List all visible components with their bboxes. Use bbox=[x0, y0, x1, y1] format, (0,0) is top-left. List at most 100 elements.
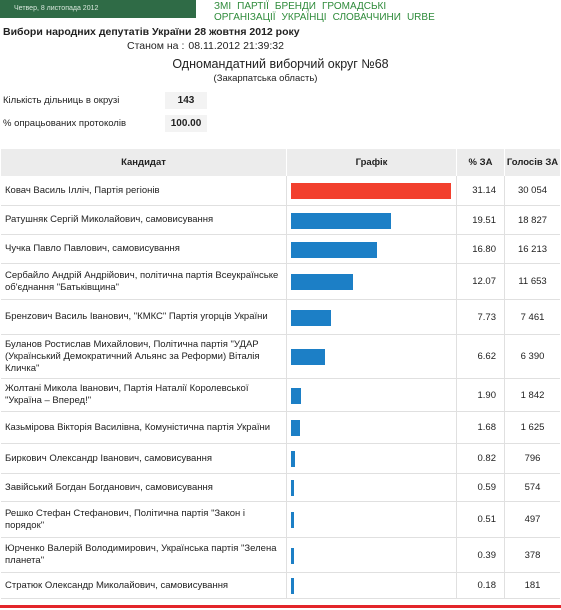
candidate-name: Чучка Павло Павлович, самовисування bbox=[5, 243, 180, 254]
candidate-name: Бренzович Василь Іванович, "КМКС" Партія… bbox=[5, 311, 268, 322]
table-row: Решко Стефан Стефанович, Політична парті… bbox=[1, 502, 560, 538]
status-label: Станом на : bbox=[127, 40, 185, 52]
nav-link-brands[interactable]: БРЕНДИ bbox=[274, 1, 316, 12]
votes-value: 11 653 bbox=[504, 264, 560, 299]
votes-value: 6 390 bbox=[504, 335, 560, 378]
votes-value: 16 213 bbox=[504, 235, 560, 263]
table-row: Чучка Павло Павлович, самовисування 16.80… bbox=[1, 235, 560, 264]
votes-value: 181 bbox=[504, 573, 560, 598]
graph-cell bbox=[286, 573, 456, 598]
percent-value: 1.90 bbox=[456, 379, 504, 411]
district-region: (Закарпатська область) bbox=[213, 73, 318, 84]
candidate-name: Ковач Василь Ілліч, Партія регіонів bbox=[5, 184, 160, 196]
table-row: Стратюк Олександр Миколайович, самовисув… bbox=[1, 573, 560, 599]
graph-cell bbox=[286, 176, 456, 205]
percent-value: 12.07 bbox=[456, 264, 504, 299]
votes-value: 497 bbox=[504, 502, 560, 537]
table-row: Ковач Василь Ілліч, Партія регіонів 31.14… bbox=[1, 176, 560, 206]
percent-value: 0.18 bbox=[456, 573, 504, 598]
votes-value: 30 054 bbox=[504, 176, 560, 205]
votes-value: 1 842 bbox=[504, 379, 560, 411]
vote-bar bbox=[291, 420, 300, 436]
graph-cell bbox=[286, 335, 456, 378]
graph-cell bbox=[286, 412, 456, 443]
page-title: Вибори народних депутатів України 28 жов… bbox=[3, 26, 300, 38]
votes-value: 1 625 bbox=[504, 412, 560, 443]
percent-value: 31.14 bbox=[456, 176, 504, 205]
nav-link-civic-orgs[interactable]: ГРОМАДСЬКІ ОРГАНІЗАЦІЇ bbox=[214, 1, 387, 23]
graph-cell bbox=[286, 300, 456, 334]
vote-bar bbox=[291, 242, 377, 258]
graph-cell bbox=[286, 264, 456, 299]
candidate-name: Завійський Богдан Богданович, самовисува… bbox=[5, 481, 213, 493]
graph-cell bbox=[286, 206, 456, 234]
candidate-name: Ратушняк Сергій Миколайович, самовисуван… bbox=[5, 214, 214, 225]
candidate-name: Юрченко Валерій Володимирович, Українськ… bbox=[5, 543, 277, 566]
vote-bar bbox=[291, 213, 391, 229]
candidate-name: Казьмірова Вікторія Василівна, Комуністи… bbox=[5, 421, 271, 433]
table-row: Казьмірова Вікторія Василівна, Комуністи… bbox=[1, 412, 560, 444]
table-row: Жолтані Микола Іванович, Партія Наталії … bbox=[1, 379, 560, 412]
vote-bar bbox=[291, 388, 301, 404]
vote-bar bbox=[291, 578, 294, 594]
graph-cell bbox=[286, 235, 456, 263]
votes-value: 796 bbox=[504, 444, 560, 473]
percent-value: 1.68 bbox=[456, 412, 504, 443]
table-row: Буланов Ростислав Михайлович, Політична … bbox=[1, 335, 560, 379]
votes-value: 18 827 bbox=[504, 206, 560, 234]
header-pct: % ЗА bbox=[456, 149, 504, 176]
percent-value: 16.80 bbox=[456, 235, 504, 263]
status-value: 08.11.2012 21:39:32 bbox=[188, 40, 284, 52]
table-header: Кандидат Графік % ЗА Голосів ЗА bbox=[1, 149, 560, 176]
vote-bar bbox=[291, 183, 451, 199]
nav-link-slovakia[interactable]: СЛОВАЧЧИНИ bbox=[332, 12, 401, 23]
processed-label: % опрацьованих протоколів bbox=[3, 118, 126, 129]
vote-bar bbox=[291, 274, 353, 290]
nav-link-ukrainians[interactable]: УКРАЇНЦІ bbox=[281, 12, 327, 23]
table-row: Бренzович Василь Іванович, "КМКС" Партія… bbox=[1, 300, 560, 335]
nav-link-parties[interactable]: ПАРТІЇ bbox=[237, 1, 269, 12]
district-name: Одномандатний виборчий округ №68 bbox=[172, 57, 389, 71]
header-votes: Голосів ЗА bbox=[504, 149, 560, 176]
graph-cell bbox=[286, 444, 456, 473]
table-row: Ратушняк Сергій Миколайович, самовисуван… bbox=[1, 206, 560, 235]
votes-value: 7 461 bbox=[504, 300, 560, 334]
candidate-name: Сербайло Андрій Андрійович, політична па… bbox=[5, 269, 279, 293]
bottom-divider bbox=[0, 605, 561, 608]
graph-cell bbox=[286, 538, 456, 572]
current-date: Четвер, 8 листопада 2012 bbox=[0, 0, 196, 18]
candidate-name: Биркович Олександр Іванович, самовисуван… bbox=[5, 452, 212, 464]
graph-cell bbox=[286, 502, 456, 537]
stations-value: 143 bbox=[165, 92, 207, 109]
table-body: Ковач Василь Ілліч, Партія регіонів 31.14… bbox=[1, 176, 560, 599]
results-table: Кандидат Графік % ЗА Голосів ЗА Ковач Ва… bbox=[1, 149, 560, 599]
percent-value: 0.82 bbox=[456, 444, 504, 473]
stations-label: Кількість дільниць в окрузі bbox=[3, 95, 120, 106]
header-candidate: Кандидат bbox=[121, 157, 166, 168]
table-row: Биркович Олександр Іванович, самовисуван… bbox=[1, 444, 560, 474]
nav-link-urbe[interactable]: URBE bbox=[406, 12, 435, 23]
percent-value: 0.59 bbox=[456, 474, 504, 501]
top-nav: ЗМІ ПАРТІЇ БРЕНДИ ГРОМАДСЬКІ ОРГАНІЗАЦІЇ УКР… bbox=[214, 1, 561, 23]
vote-bar bbox=[291, 512, 294, 528]
nav-link-media[interactable]: ЗМІ bbox=[214, 1, 232, 12]
table-row: Сербайло Андрій Андрійович, політична па… bbox=[1, 264, 560, 300]
top-bar: Четвер, 8 листопада 2012 ЗМІ ПАРТІЇ БРЕНДИ… bbox=[0, 0, 561, 23]
vote-bar bbox=[291, 451, 295, 467]
percent-value: 6.62 bbox=[456, 335, 504, 378]
percent-value: 0.51 bbox=[456, 502, 504, 537]
vote-bar bbox=[291, 480, 294, 496]
table-row: Завійський Богдан Богданович, самовисува… bbox=[1, 474, 560, 502]
candidate-name: Буланов Ростислав Михайлович, Політична … bbox=[5, 338, 260, 374]
percent-value: 0.39 bbox=[456, 538, 504, 572]
vote-bar bbox=[291, 548, 294, 564]
vote-bar bbox=[291, 310, 331, 326]
vote-bar bbox=[291, 349, 325, 365]
table-row: Юрченко Валерій Володимирович, Українськ… bbox=[1, 538, 560, 573]
votes-value: 574 bbox=[504, 474, 560, 501]
graph-cell bbox=[286, 474, 456, 501]
header-graph: Графік bbox=[286, 149, 456, 176]
status-timestamp: Станом на :08.11.2012 21:39:32 bbox=[127, 40, 284, 52]
candidate-name: Стратюк Олександр Миколайович, самовисув… bbox=[5, 579, 229, 591]
graph-cell bbox=[286, 379, 456, 411]
